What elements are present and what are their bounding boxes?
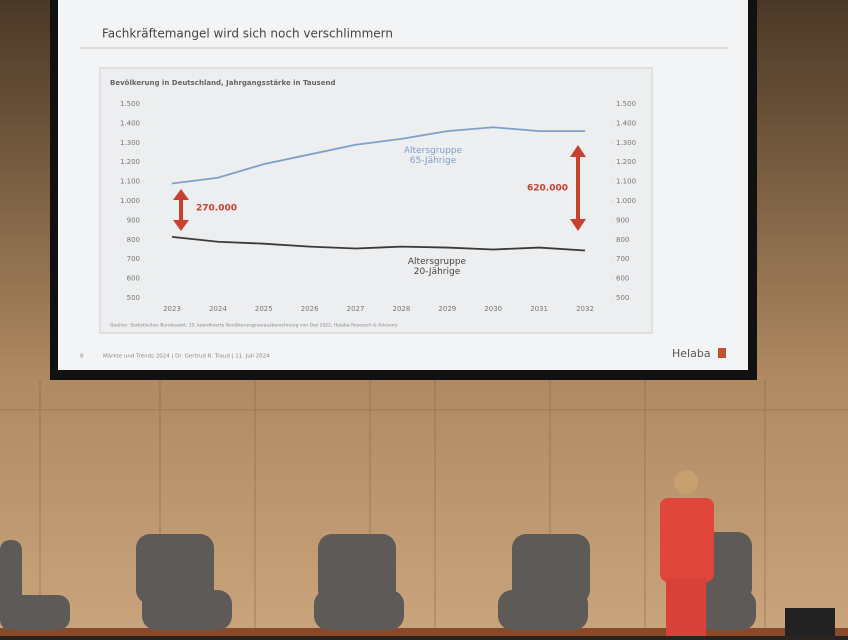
page-number: 8 xyxy=(80,354,84,360)
x-tick-label: 2024 xyxy=(209,305,227,313)
speaker xyxy=(660,470,714,636)
y-tick-label: 1.300 xyxy=(120,139,140,147)
y-tick-label: 900 xyxy=(127,216,140,224)
x-tick-label: 2023 xyxy=(163,305,181,313)
series-line xyxy=(171,235,586,252)
series-label: Altersgruppe 20-Jährige xyxy=(408,257,467,277)
x-tick-label: 2026 xyxy=(301,305,319,313)
x-tick-label: 2025 xyxy=(255,305,273,313)
chairs xyxy=(0,532,756,630)
y2-tick-label: 1.400 xyxy=(616,119,636,127)
stage-edge xyxy=(0,628,848,636)
series-line xyxy=(171,126,585,185)
y2-tick-label: 700 xyxy=(616,255,629,263)
annotation: 620.000 xyxy=(527,184,568,194)
slide-title: Fachkräftemangel wird sich noch verschli… xyxy=(102,27,393,41)
brand-logo xyxy=(718,348,726,358)
arrows xyxy=(173,145,586,231)
chart-box xyxy=(99,67,653,334)
annotation: 270.000 xyxy=(196,204,237,214)
source: Quellen: Statistisches Bundesamt, 15. ko… xyxy=(110,323,398,329)
y-tick-label: 1.100 xyxy=(120,178,140,186)
y-tick-label: 1.200 xyxy=(120,158,140,166)
series-label: Altersgruppe 65-Jährige xyxy=(404,146,463,166)
x-tick-label: 2028 xyxy=(393,305,411,313)
y2-tick-label: 1.300 xyxy=(616,139,636,147)
x-tick-label: 2027 xyxy=(347,305,365,313)
x-tick-label: 2031 xyxy=(530,305,548,313)
y2-tick-label: 1.000 xyxy=(616,197,636,205)
y2-tick-label: 500 xyxy=(616,294,629,302)
wall-panels xyxy=(0,380,848,636)
y2-tick-label: 1.200 xyxy=(616,158,636,166)
brand: Helaba xyxy=(672,347,711,360)
x-tick-label: 2029 xyxy=(438,305,456,313)
y2-tick-label: 600 xyxy=(616,275,629,283)
y-tick-label: 700 xyxy=(127,255,140,263)
footer: Märkte und Trends 2024 | Dr. Gertrud R. … xyxy=(103,354,270,360)
chart-subtitle: Bevölkerung in Deutschland, Jahrgangsstä… xyxy=(110,79,335,87)
x-tick-label: 2032 xyxy=(576,305,594,313)
y-tick-label: 1.500 xyxy=(120,100,140,108)
y2-tick-label: 1.100 xyxy=(616,178,636,186)
y-tick-label: 500 xyxy=(127,294,140,302)
speaker-box xyxy=(785,608,835,636)
x-tick-label: 2030 xyxy=(484,305,502,313)
y-tick-label: 600 xyxy=(127,275,140,283)
y-tick-label: 1.000 xyxy=(120,197,140,205)
y2-tick-label: 1.500 xyxy=(616,100,636,108)
y-tick-label: 1.400 xyxy=(120,119,140,127)
y2-tick-label: 900 xyxy=(616,216,629,224)
y-tick-label: 800 xyxy=(127,236,140,244)
y2-tick-label: 800 xyxy=(616,236,629,244)
